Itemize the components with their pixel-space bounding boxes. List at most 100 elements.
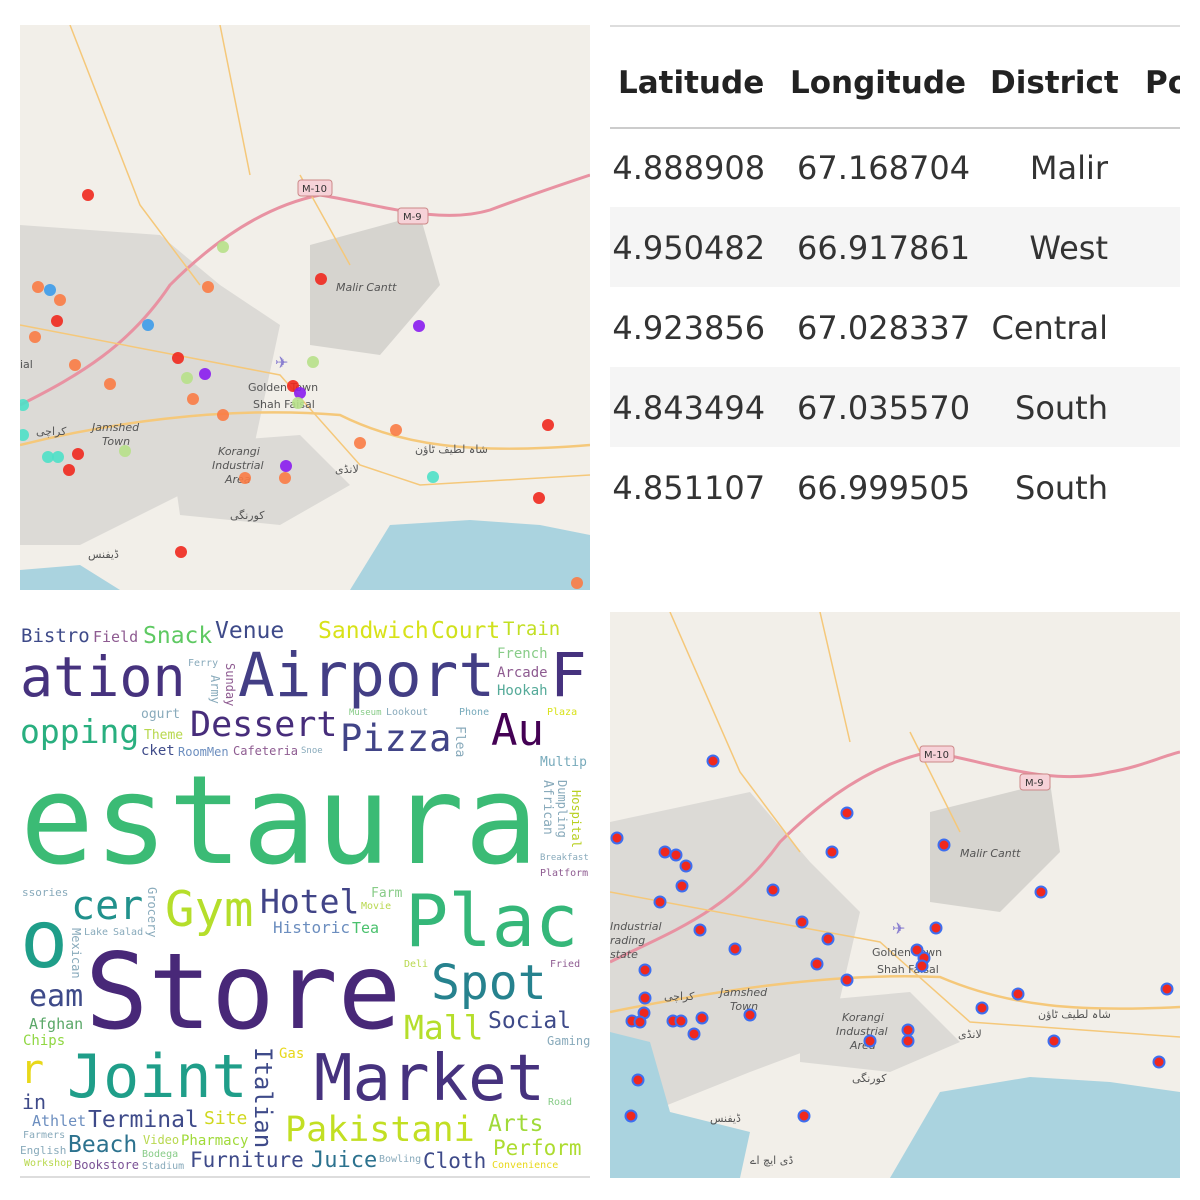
map-red-markers[interactable]: M-10 M-9 Malir Cantt Golden Town Shah Fa… <box>610 612 1180 1178</box>
marker-orange[interactable] <box>571 577 583 589</box>
marker-orange[interactable] <box>202 281 214 293</box>
marker[interactable] <box>610 831 624 845</box>
marker-purple[interactable] <box>294 387 306 399</box>
label-defence: ڈیفنس <box>710 1112 741 1125</box>
marker[interactable] <box>658 845 672 859</box>
marker[interactable] <box>975 1001 989 1015</box>
marker[interactable] <box>706 754 720 768</box>
marker[interactable] <box>638 963 652 977</box>
word-cloud-word: Venue <box>215 620 285 644</box>
marker-orange[interactable] <box>69 359 81 371</box>
marker[interactable] <box>901 1023 915 1037</box>
marker-red[interactable] <box>72 448 84 460</box>
marker-green[interactable] <box>307 356 319 368</box>
word-cloud: eam Field Snack Historic Sandwich Train Plaza P… <box>20 620 590 1180</box>
word-cloud-word: Beach <box>68 1132 138 1158</box>
marker[interactable] <box>1047 1034 1061 1048</box>
marker-red[interactable] <box>315 273 327 285</box>
marker[interactable] <box>766 883 780 897</box>
marker-orange[interactable] <box>29 331 41 343</box>
marker[interactable] <box>795 915 809 929</box>
word-cloud-word: Tea <box>352 919 380 937</box>
marker[interactable] <box>797 1109 811 1123</box>
marker[interactable] <box>929 921 943 935</box>
marker[interactable] <box>901 1034 915 1048</box>
marker-cyan[interactable] <box>427 471 439 483</box>
marker-cyan[interactable] <box>52 451 64 463</box>
marker-orange[interactable] <box>54 294 66 306</box>
marker[interactable] <box>915 959 929 973</box>
marker[interactable] <box>624 1109 638 1123</box>
marker[interactable] <box>840 973 854 987</box>
marker-green[interactable] <box>181 372 193 384</box>
label-korangi: Korangi <box>218 445 260 458</box>
marker-cyan[interactable] <box>42 451 54 463</box>
marker[interactable] <box>910 943 924 957</box>
marker-purple[interactable] <box>199 368 211 380</box>
marker[interactable] <box>1160 982 1174 996</box>
marker[interactable] <box>695 1011 709 1025</box>
marker-red[interactable] <box>51 315 63 327</box>
marker[interactable] <box>821 932 835 946</box>
marker[interactable] <box>633 1015 647 1029</box>
label-cut: ial <box>20 358 33 371</box>
marker-red[interactable] <box>63 464 75 476</box>
marker[interactable] <box>669 848 683 862</box>
col-longitude[interactable]: Longitude <box>790 65 967 101</box>
cell-latitude: 24.950482 <box>610 229 766 267</box>
marker[interactable] <box>863 1034 877 1048</box>
marker[interactable] <box>728 942 742 956</box>
marker[interactable] <box>679 859 693 873</box>
marker-cyan[interactable] <box>20 429 29 441</box>
marker[interactable] <box>674 1014 688 1028</box>
marker-orange[interactable] <box>390 424 402 436</box>
word-cloud-word: Museum <box>349 708 382 718</box>
marker-orange[interactable] <box>239 472 251 484</box>
cell-latitude: 24.923856 <box>610 309 766 347</box>
marker-green[interactable] <box>292 397 304 409</box>
marker-red[interactable] <box>533 492 545 504</box>
marker[interactable] <box>1011 987 1025 1001</box>
marker[interactable] <box>631 1073 645 1087</box>
col-district[interactable]: District <box>990 65 1119 101</box>
marker-green[interactable] <box>217 241 229 253</box>
marker-red[interactable] <box>172 352 184 364</box>
marker[interactable] <box>675 879 689 893</box>
marker-blue[interactable] <box>44 284 56 296</box>
col-latitude[interactable]: Latitude <box>618 65 765 101</box>
marker[interactable] <box>693 923 707 937</box>
marker-purple[interactable] <box>280 460 292 472</box>
word-cloud-word: French <box>497 646 548 662</box>
map-canvas[interactable]: M-10 M-9 Malir Cantt Golden Town Shah Fa… <box>20 25 590 590</box>
map-canvas[interactable]: M-10 M-9 Malir Cantt Golden Town Shah Fa… <box>610 612 1180 1178</box>
word-cloud-word: Social <box>488 1008 572 1034</box>
col-po[interactable]: Po <box>1145 65 1180 101</box>
marker[interactable] <box>1152 1055 1166 1069</box>
marker-orange[interactable] <box>354 437 366 449</box>
marker[interactable] <box>810 957 824 971</box>
map-colored-markers[interactable]: M-10 M-9 Malir Cantt Golden Town Shah Fa… <box>20 25 590 590</box>
marker[interactable] <box>825 845 839 859</box>
marker[interactable] <box>840 806 854 820</box>
marker-red[interactable] <box>542 419 554 431</box>
marker-blue[interactable] <box>142 319 154 331</box>
word-cloud-word: Afghan <box>29 1015 84 1033</box>
word-cloud-word: Airport <box>238 640 496 711</box>
marker-orange[interactable] <box>104 378 116 390</box>
marker[interactable] <box>1034 885 1048 899</box>
marker-purple[interactable] <box>413 320 425 332</box>
marker-orange[interactable] <box>32 281 44 293</box>
marker[interactable] <box>743 1008 757 1022</box>
marker[interactable] <box>653 895 667 909</box>
marker-orange[interactable] <box>217 409 229 421</box>
marker-red[interactable] <box>82 189 94 201</box>
marker-green[interactable] <box>119 445 131 457</box>
marker[interactable] <box>687 1027 701 1041</box>
marker-cyan[interactable] <box>20 399 29 411</box>
marker-orange[interactable] <box>187 393 199 405</box>
marker[interactable] <box>937 838 951 852</box>
roads <box>610 612 1180 1038</box>
marker-red[interactable] <box>175 546 187 558</box>
marker-orange[interactable] <box>279 472 291 484</box>
marker[interactable] <box>638 991 652 1005</box>
